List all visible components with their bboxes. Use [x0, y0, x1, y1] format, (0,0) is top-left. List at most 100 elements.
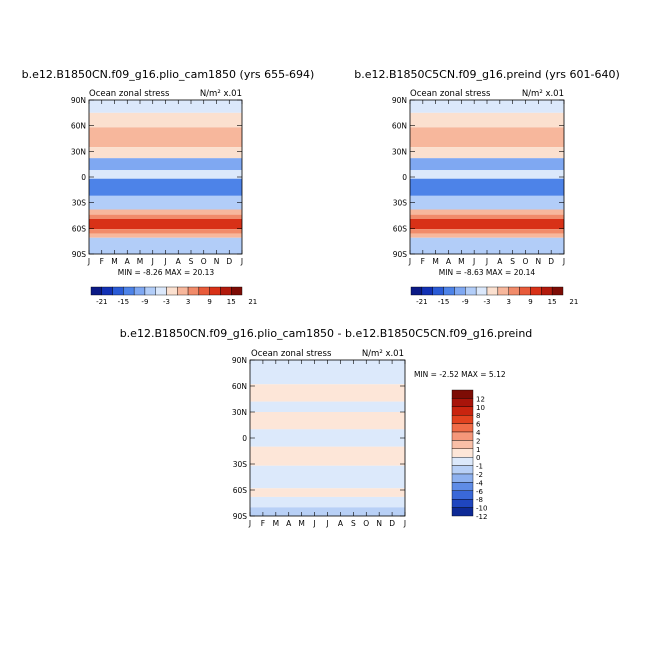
colorbar-label: -12	[476, 513, 487, 521]
colorbar-swatch	[451, 507, 474, 517]
colorbar-label: 4	[476, 429, 481, 437]
colorbar-swatch	[486, 286, 499, 296]
colorbar-swatch	[451, 415, 474, 424]
y-tick-label: 90S	[233, 512, 248, 521]
colorbar-swatch	[519, 286, 531, 296]
x-tick-label: D	[548, 257, 554, 266]
colorbar-label: -21	[96, 298, 107, 306]
x-tick-label: J	[325, 519, 328, 528]
panel-3-stats: MIN = -2.52 MAX = 5.12	[414, 370, 506, 379]
x-tick-label: O	[363, 519, 369, 528]
colorbar-swatch	[451, 406, 474, 416]
colorbar-swatch	[432, 286, 444, 296]
colorbar-swatch	[451, 499, 474, 508]
colorbar-swatch	[451, 473, 474, 483]
colorbar-label: -10	[476, 505, 487, 513]
contour-band	[410, 229, 564, 234]
y-tick-label: 30N	[232, 408, 247, 417]
x-tick-label: F	[261, 519, 265, 528]
x-tick-label: A	[446, 257, 452, 266]
colorbar-label: 3	[186, 298, 190, 306]
colorbar-swatch	[177, 286, 189, 296]
y-tick-label: 60N	[232, 382, 247, 391]
x-tick-label: S	[510, 257, 515, 266]
colorbar-label: -4	[476, 479, 484, 487]
contour-band	[410, 147, 564, 159]
contour-band	[250, 412, 405, 430]
colorbar-swatch	[410, 286, 423, 296]
contour-band	[89, 237, 242, 254]
panel-1-subtitle: Ocean zonal stress	[89, 89, 170, 99]
x-tick-label: M	[458, 257, 464, 266]
contour-band	[89, 127, 242, 148]
colorbar-swatch	[187, 286, 200, 296]
colorbar-label: 15	[548, 298, 557, 306]
colorbar-label: -2	[476, 471, 483, 479]
x-tick-label: M	[273, 519, 279, 528]
y-tick-label: 90S	[393, 250, 408, 259]
contour-band	[410, 237, 564, 254]
colorbar-label: -15	[118, 298, 129, 306]
contour-band	[250, 360, 405, 385]
contour-band	[89, 147, 242, 159]
contour-band	[89, 214, 242, 219]
colorbar-swatch	[90, 286, 102, 296]
colorbar-swatch	[220, 286, 232, 296]
x-tick-label: F	[421, 257, 425, 266]
x-tick-label: N	[214, 257, 220, 266]
colorbar-label: 10	[476, 404, 485, 412]
x-tick-label: J	[240, 257, 243, 266]
x-tick-label: S	[351, 519, 356, 528]
x-tick-label: M	[111, 257, 117, 266]
x-tick-label: O	[201, 257, 207, 266]
colorbar-swatch	[475, 286, 488, 296]
x-tick-label: J	[472, 257, 475, 266]
colorbar-swatch	[451, 389, 474, 399]
contour-band	[410, 214, 564, 219]
panel-1-colorbar: -21 -15 -9 -3 3 9 15 21	[90, 286, 257, 306]
contour-band	[250, 446, 405, 466]
contour-band	[410, 127, 564, 148]
contour-band	[250, 401, 405, 412]
colorbar-label: -8	[476, 496, 483, 504]
colorbar-label: -9	[462, 298, 469, 306]
panel-1-stats: MIN = -8.26 MAX = 20.13	[118, 268, 215, 277]
contour-band	[250, 496, 405, 508]
x-tick-label: J	[163, 257, 166, 266]
colorbar-swatch	[166, 286, 178, 296]
colorbar-swatch	[198, 286, 210, 296]
colorbar-swatch	[530, 286, 542, 296]
colorbar-label: -9	[141, 298, 148, 306]
x-tick-label: J	[562, 257, 565, 266]
colorbar-swatch	[231, 286, 243, 296]
colorbar-label: -3	[484, 298, 491, 306]
contour-band	[410, 195, 564, 210]
contour-band	[250, 384, 405, 402]
y-tick-label: 90N	[392, 96, 407, 105]
panel-1: b.e12.B1850CN.f09_g16.plio_cam1850 (yrs …	[22, 68, 315, 306]
contour-band	[410, 178, 564, 196]
x-tick-label: J	[151, 257, 154, 266]
y-tick-label: 0	[81, 173, 86, 182]
colorbar-swatch	[451, 398, 474, 407]
contour-band	[89, 209, 242, 215]
colorbar-swatch	[451, 423, 474, 433]
y-tick-label: 60S	[393, 224, 408, 233]
colorbar-label: 12	[476, 395, 485, 403]
y-tick-label: 90N	[232, 356, 247, 365]
colorbar-swatch	[421, 286, 433, 296]
contour-band	[410, 112, 564, 128]
y-tick-label: 30S	[233, 460, 248, 469]
panel-2-subtitle: Ocean zonal stress	[410, 89, 491, 99]
contour-band	[89, 233, 242, 238]
x-tick-label: A	[338, 519, 344, 528]
y-tick-label: 60N	[71, 122, 86, 131]
colorbar-swatch	[451, 440, 474, 449]
panel-2-stats: MIN = -8.63 MAX = 20.14	[439, 268, 536, 277]
colorbar-swatch	[451, 490, 474, 500]
colorbar-swatch	[497, 286, 509, 296]
colorbar-swatch	[144, 286, 156, 296]
x-tick-label: F	[100, 257, 104, 266]
y-tick-label: 30N	[392, 147, 407, 156]
